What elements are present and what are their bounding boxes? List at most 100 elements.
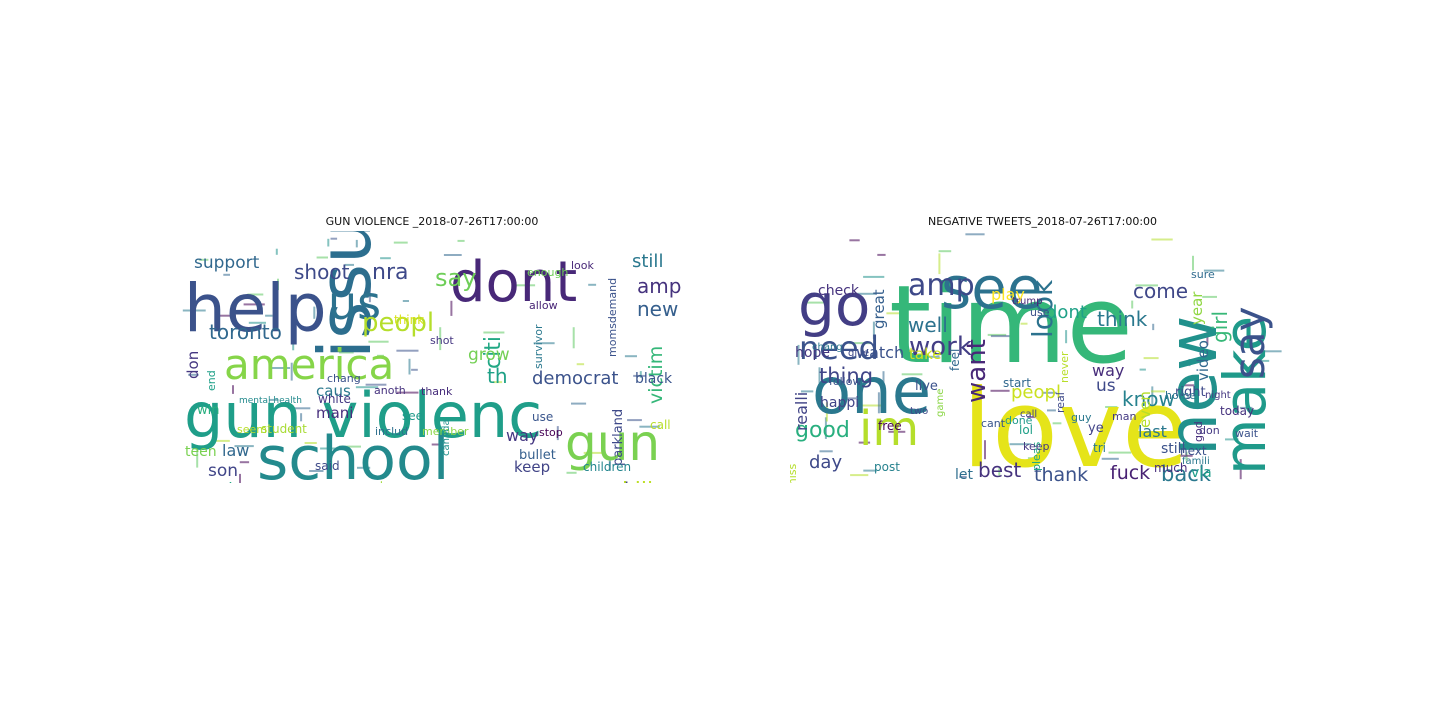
cloud-word: enough: [527, 266, 568, 279]
filler-word-mark: [797, 344, 800, 365]
filler-word-mark: [1180, 384, 1195, 387]
filler-word-mark: [965, 233, 985, 236]
filler-word-mark: [938, 250, 952, 253]
filler-word-mark: [1239, 459, 1242, 480]
filler-word-mark: [801, 390, 814, 393]
cloud-word: member: [422, 425, 469, 438]
filler-word-mark: [987, 333, 1007, 336]
cloud-word: one: [514, 480, 542, 483]
cloud-word: support: [194, 253, 260, 273]
cloud-word: let: [955, 467, 974, 483]
cloud-word: stop: [539, 426, 563, 439]
cloud-word: much: [1154, 461, 1188, 475]
cloud-word: wait: [1235, 427, 1259, 440]
cloud-word: hope: [795, 345, 830, 361]
filler-word-mark: [938, 253, 941, 275]
cloud-word: anoth: [374, 384, 406, 397]
filler-word-mark: [290, 362, 293, 381]
filler-word-mark: [824, 417, 827, 439]
cloud-word: still: [1161, 441, 1185, 457]
cloud-word: th: [487, 364, 508, 388]
filler-word-mark: [825, 402, 828, 422]
filler-word-mark: [1188, 359, 1191, 367]
filler-word-mark: [439, 327, 442, 351]
filler-word-mark: [556, 426, 559, 441]
filler-word-mark: [858, 441, 871, 444]
cloud-word: said: [315, 459, 340, 473]
cloud-word: famili: [1182, 456, 1210, 467]
filler-word-mark: [247, 293, 264, 296]
filler-word-mark: [1065, 330, 1068, 344]
filler-word-mark: [1108, 451, 1132, 454]
cloud-word: game: [935, 389, 946, 417]
filler-word-mark: [1131, 300, 1134, 309]
filler-word-mark: [1105, 406, 1118, 408]
filler-word-mark: [1239, 406, 1253, 409]
cloud-word: want: [962, 339, 992, 403]
filler-word-mark: [408, 358, 411, 375]
filler-word-mark: [344, 263, 354, 266]
cloud-word: follow: [829, 375, 861, 388]
filler-word-mark: [300, 413, 303, 422]
cloud-word: thank: [421, 385, 453, 398]
cloud-word: parkland: [611, 409, 626, 466]
cloud-word: momsdemand: [606, 278, 619, 357]
filler-word-mark: [533, 342, 555, 345]
cloud-word: mental health: [239, 396, 302, 406]
cloud-word: shot: [430, 334, 454, 347]
panel-title: NEGATIVE TWEETS_2018-07-26T17:00:00: [927, 215, 1158, 228]
filler-word-mark: [402, 300, 409, 302]
cloud-word: man: [1112, 410, 1136, 423]
cloud-word: don: [1199, 424, 1220, 437]
cloud-word: take: [909, 345, 941, 363]
cloud-word: want: [587, 478, 631, 483]
cloud-word: us: [1096, 376, 1116, 396]
cloud-word: caus: [316, 382, 351, 400]
filler-word-mark: [819, 450, 833, 453]
cloud-word: nra: [372, 260, 408, 285]
filler-word-mark: [1203, 269, 1225, 272]
filler-word-mark: [588, 283, 597, 286]
cloud-word: two: [910, 406, 928, 417]
filler-word-mark: [396, 349, 419, 352]
filler-word-mark: [1151, 238, 1173, 241]
cloud-word: one: [812, 355, 931, 429]
filler-word-mark: [1225, 438, 1239, 441]
filler-word-mark: [1202, 295, 1217, 298]
filler-word-mark: [275, 248, 278, 255]
filler-word-mark: [863, 275, 885, 278]
filler-word-mark: [877, 392, 880, 414]
cloud-word: canada: [441, 419, 452, 456]
filler-word-mark: [304, 442, 317, 444]
filler-word-mark: [223, 273, 230, 276]
cloud-word: look: [571, 259, 595, 272]
filler-word-mark: [818, 367, 821, 384]
cloud-word: white: [318, 392, 351, 406]
filler-word-mark: [355, 239, 358, 248]
cloud-word: end: [205, 370, 218, 391]
cloud-word: see: [941, 254, 1043, 322]
cloud-word: watch: [856, 343, 904, 362]
filler-word-mark: [198, 258, 209, 261]
filler-word-mark: [239, 461, 250, 464]
filler-word-mark: [959, 475, 967, 478]
cloud-word: go: [798, 271, 870, 339]
filler-word-mark: [440, 456, 443, 468]
filler-word-mark: [248, 321, 266, 324]
cloud-word: children: [583, 460, 631, 474]
cloud-word: victim: [645, 346, 667, 404]
filler-word-mark: [330, 237, 338, 240]
filler-word-mark: [984, 440, 986, 460]
filler-word-mark: [1047, 409, 1056, 412]
cloud-word: chang: [327, 372, 361, 385]
cloud-word: never: [1058, 351, 1071, 383]
cloud-word: think: [394, 313, 424, 327]
cloud-word: make: [1211, 316, 1279, 475]
filler-word-mark: [232, 385, 234, 394]
filler-word-mark: [1143, 357, 1159, 360]
filler-word-mark: [393, 241, 408, 244]
cloud-word: look: [1026, 279, 1059, 338]
cloud-word: give: [848, 348, 869, 359]
filler-word-mark: [576, 363, 585, 366]
cloud-word: keep: [514, 458, 550, 476]
